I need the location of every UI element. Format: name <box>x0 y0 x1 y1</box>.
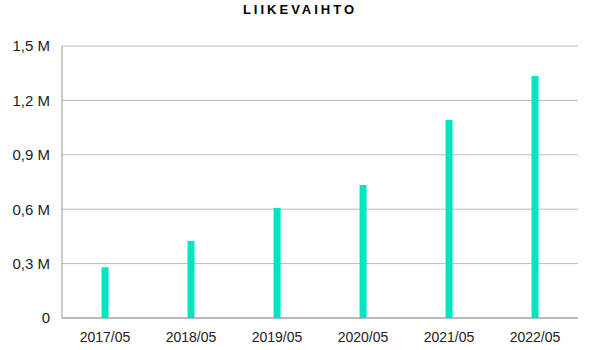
svg-text:0,6 M: 0,6 M <box>12 201 50 218</box>
svg-text:2022/05: 2022/05 <box>510 329 561 345</box>
html-text:LIIKEVAIHTO: LIIKEVAIHTO <box>242 2 358 17</box>
svg-text:2017/05: 2017/05 <box>80 329 131 345</box>
svg-text:2021/05: 2021/05 <box>424 329 475 345</box>
svg-text:0,3 M: 0,3 M <box>12 255 50 272</box>
svg-text:2019/05: 2019/05 <box>252 329 303 345</box>
svg-text:0,9 M: 0,9 M <box>12 146 50 163</box>
svg-text:2018/05: 2018/05 <box>166 329 217 345</box>
svg-text:0: 0 <box>42 309 50 326</box>
svg-text:1,2 M: 1,2 M <box>12 92 50 109</box>
svg-text:2020/05: 2020/05 <box>338 329 389 345</box>
svg-text:1,5 M: 1,5 M <box>12 37 50 54</box>
